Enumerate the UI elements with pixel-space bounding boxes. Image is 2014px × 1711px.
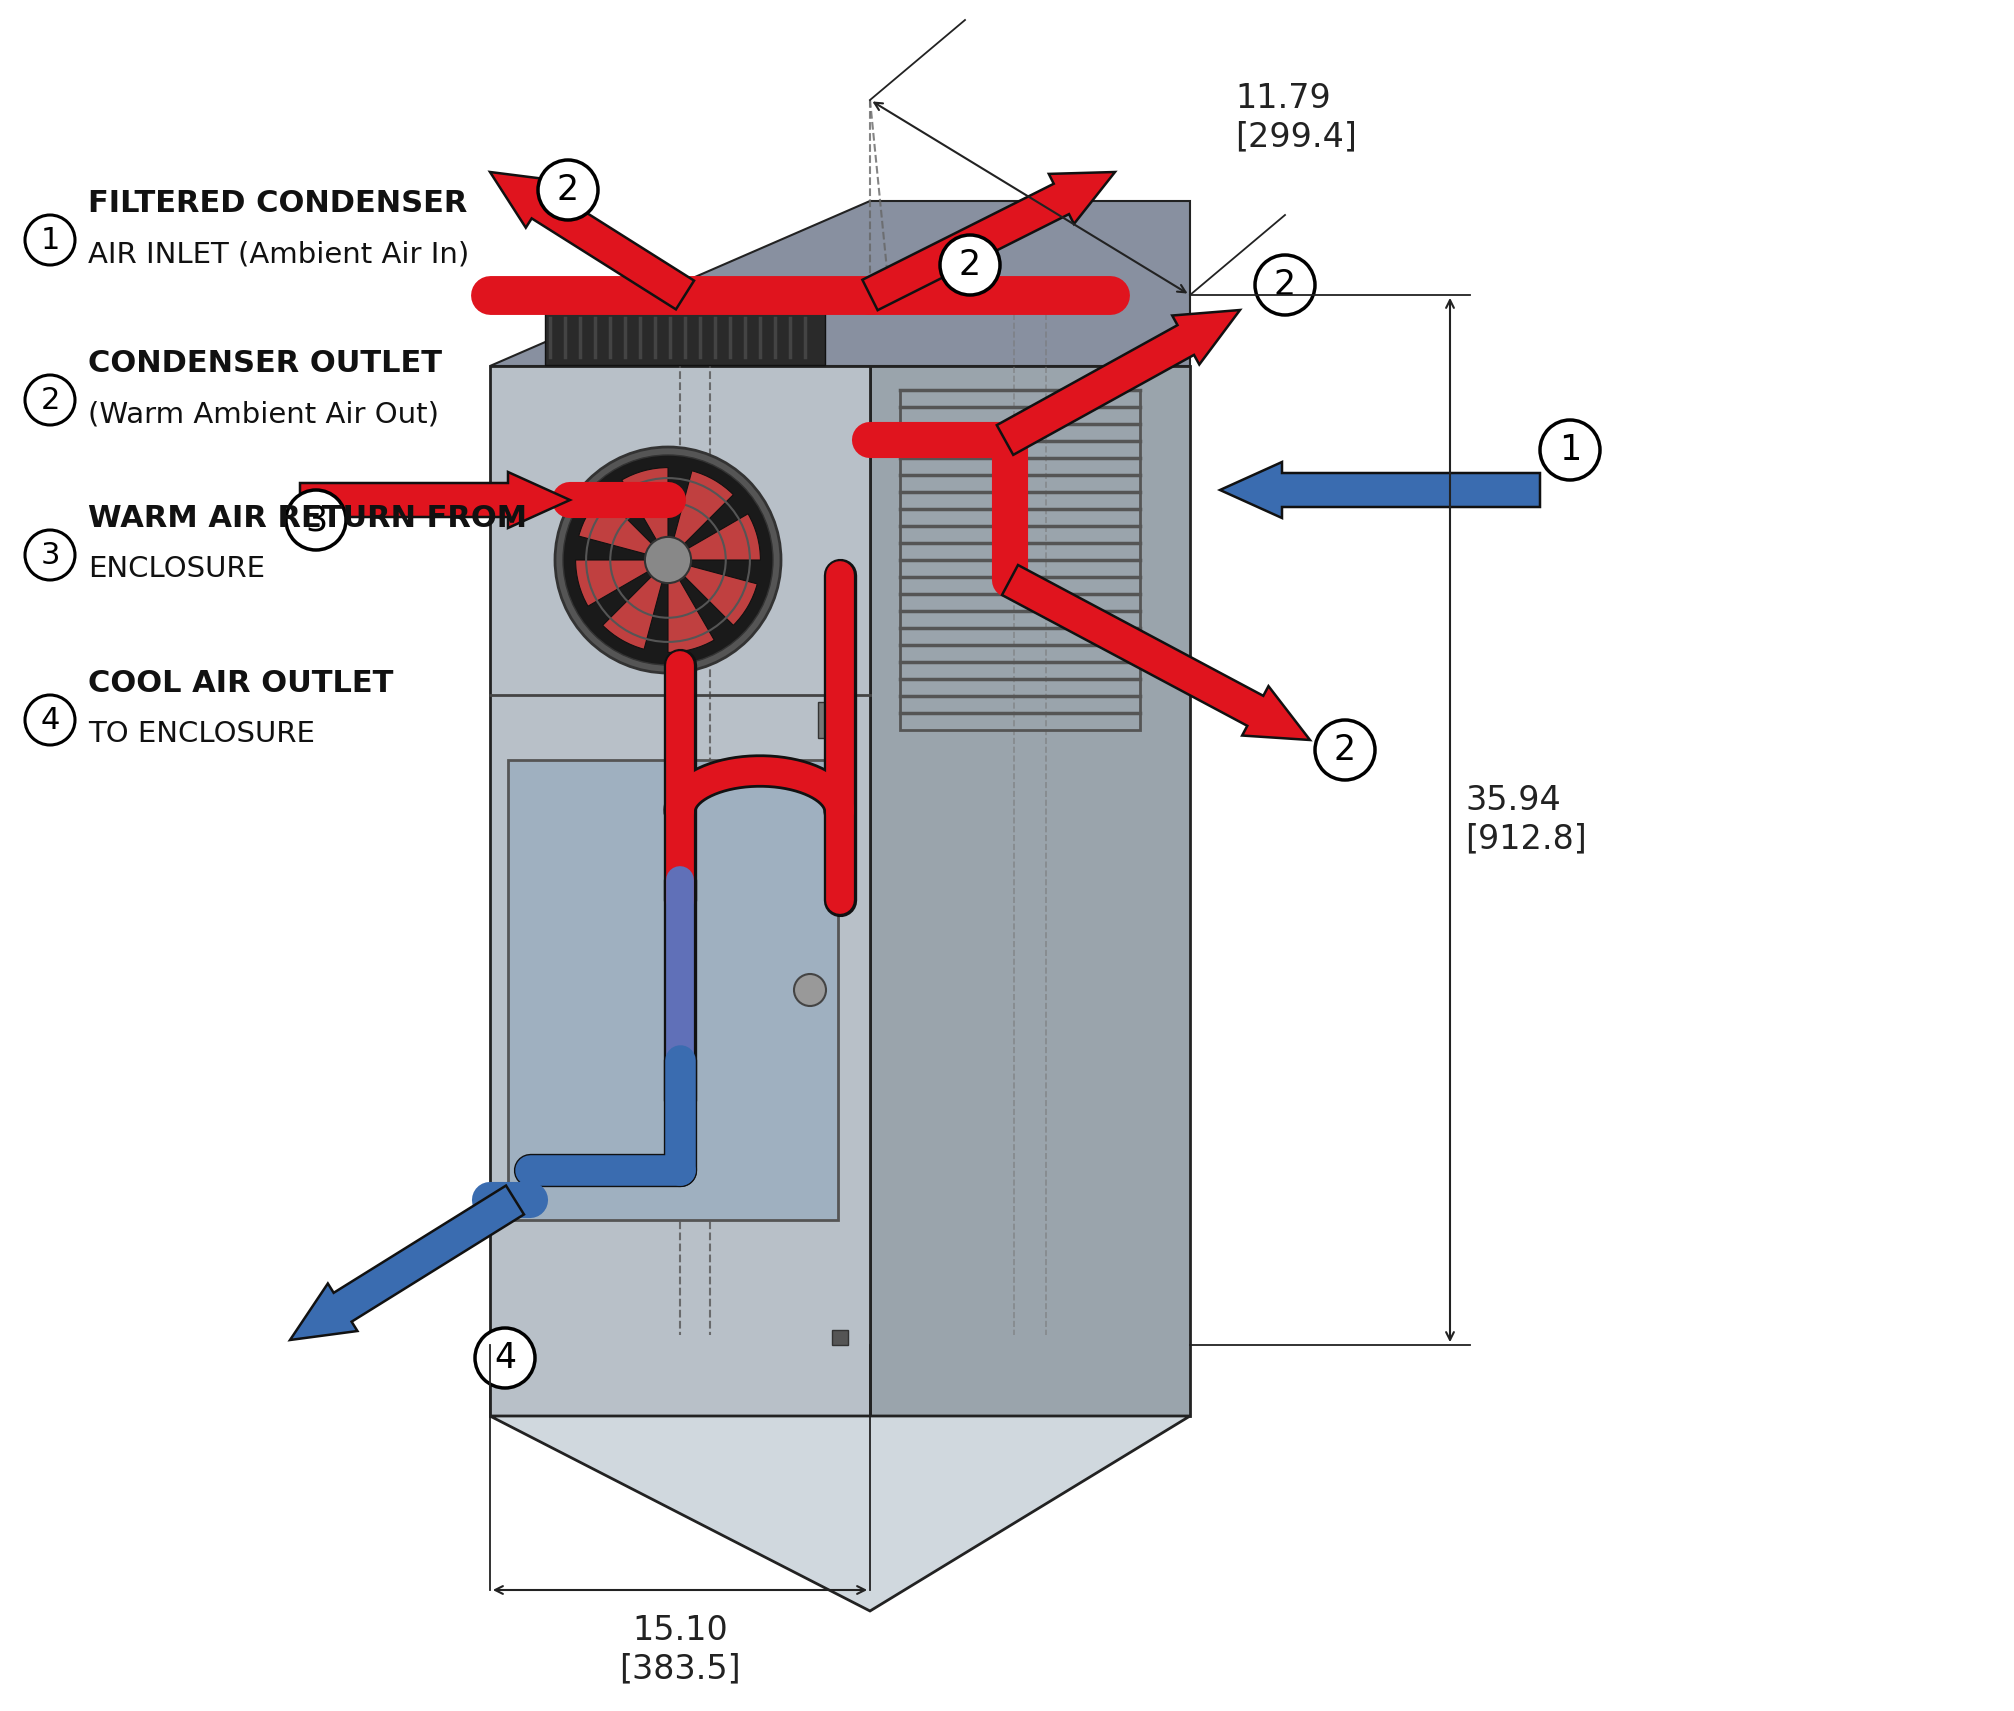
Text: 4: 4	[493, 1341, 516, 1376]
Polygon shape	[870, 366, 1190, 1417]
Text: 1: 1	[40, 226, 60, 255]
Polygon shape	[1220, 462, 1541, 518]
Wedge shape	[669, 513, 761, 559]
Wedge shape	[602, 559, 669, 648]
Polygon shape	[489, 366, 870, 1417]
Circle shape	[24, 530, 75, 580]
Text: 2: 2	[1333, 732, 1355, 767]
Wedge shape	[669, 471, 733, 559]
Wedge shape	[669, 559, 715, 652]
Text: COOL AIR OUTLET: COOL AIR OUTLET	[89, 669, 393, 698]
Polygon shape	[491, 1329, 508, 1345]
Polygon shape	[489, 366, 870, 1417]
Circle shape	[556, 447, 781, 672]
Polygon shape	[818, 702, 842, 737]
Polygon shape	[862, 173, 1116, 310]
Circle shape	[1255, 255, 1315, 315]
Text: CONDENSER OUTLET: CONDENSER OUTLET	[89, 349, 441, 378]
Circle shape	[286, 489, 346, 549]
Polygon shape	[489, 200, 870, 366]
Wedge shape	[622, 467, 669, 559]
Text: ENCLOSURE: ENCLOSURE	[89, 554, 266, 583]
Polygon shape	[489, 1417, 1190, 1612]
Circle shape	[24, 695, 75, 744]
Text: FILTERED CONDENSER: FILTERED CONDENSER	[89, 188, 467, 217]
Polygon shape	[832, 1329, 848, 1345]
Text: WARM AIR RETURN FROM: WARM AIR RETURN FROM	[89, 505, 528, 534]
Text: TO ENCLOSURE: TO ENCLOSURE	[89, 720, 314, 748]
Circle shape	[941, 234, 1001, 294]
Polygon shape	[997, 310, 1241, 455]
Text: (Warm Ambient Air Out): (Warm Ambient Air Out)	[89, 400, 439, 428]
Wedge shape	[578, 494, 669, 559]
Text: 15.10
[383.5]: 15.10 [383.5]	[618, 1615, 741, 1685]
Polygon shape	[300, 472, 570, 529]
Circle shape	[644, 537, 691, 583]
Circle shape	[538, 161, 598, 221]
Circle shape	[1315, 720, 1376, 780]
Wedge shape	[576, 559, 669, 606]
Text: 1: 1	[1559, 433, 1581, 467]
Circle shape	[794, 974, 826, 1006]
Polygon shape	[508, 760, 838, 1220]
Text: 35.94
[912.8]: 35.94 [912.8]	[1464, 784, 1587, 856]
Text: 4: 4	[40, 705, 60, 734]
Circle shape	[564, 455, 773, 666]
Wedge shape	[669, 559, 757, 625]
Text: AIR INLET (Ambient Air In): AIR INLET (Ambient Air In)	[89, 240, 469, 269]
Text: 2: 2	[959, 248, 981, 282]
Polygon shape	[290, 1186, 524, 1340]
Polygon shape	[1003, 565, 1309, 739]
Circle shape	[24, 216, 75, 265]
Polygon shape	[489, 200, 1190, 366]
Text: 2: 2	[40, 385, 60, 414]
Polygon shape	[546, 310, 826, 364]
Text: 3: 3	[40, 541, 60, 570]
Text: 2: 2	[558, 173, 580, 207]
Text: 2: 2	[1275, 269, 1297, 303]
Text: 3: 3	[304, 503, 326, 537]
Circle shape	[24, 375, 75, 424]
Circle shape	[475, 1328, 536, 1388]
Text: 11.79
[299.4]: 11.79 [299.4]	[1235, 82, 1357, 154]
Polygon shape	[489, 173, 695, 310]
Circle shape	[1541, 419, 1599, 481]
